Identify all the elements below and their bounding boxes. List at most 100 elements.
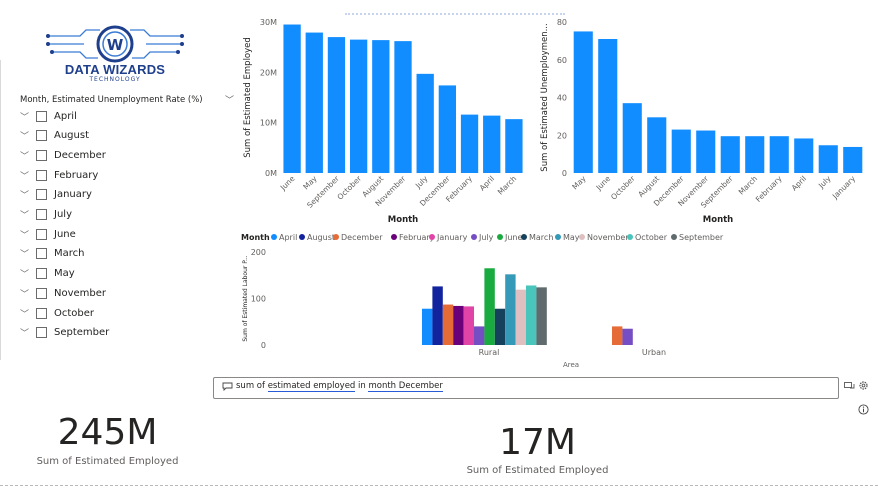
expand-chevron-icon[interactable]: ﹀ [20, 289, 30, 300]
expand-chevron-icon[interactable]: ﹀ [20, 250, 30, 261]
bar-april[interactable] [794, 138, 814, 173]
qa-input[interactable]: sum of estimated employed in month Decem… [213, 377, 839, 399]
bar-february[interactable] [460, 114, 479, 173]
info-icon[interactable] [858, 404, 869, 415]
bar-may[interactable] [305, 32, 323, 173]
bar-june[interactable] [283, 24, 301, 174]
qa-share-icon[interactable] [844, 381, 855, 391]
y-tick-label: 0M [265, 169, 277, 178]
slicer-checkbox[interactable] [36, 268, 47, 280]
bar-october[interactable] [622, 103, 642, 173]
expand-chevron-icon[interactable]: ﹀ [20, 270, 30, 281]
slicer-checkbox[interactable] [36, 189, 47, 201]
bar-rural-march[interactable] [494, 308, 506, 345]
bar-rural-august[interactable] [432, 286, 443, 345]
slicer-checkbox[interactable] [36, 307, 47, 319]
bar-rural-september[interactable] [536, 287, 547, 345]
bar-january[interactable] [843, 146, 863, 173]
slicer-checkbox[interactable] [36, 110, 47, 122]
slicer-checkbox[interactable] [36, 149, 47, 161]
chart-labour-participation-by-area[interactable]: Month April August December February January J… [238, 228, 738, 373]
slicer-item-label: January [54, 189, 92, 201]
bar-march[interactable] [505, 119, 523, 173]
bar-november[interactable] [696, 130, 716, 173]
expand-chevron-icon[interactable]: ﹀ [20, 112, 30, 123]
bar-july[interactable] [416, 73, 434, 173]
slicer-checkbox[interactable] [36, 248, 47, 260]
slicer-item-june[interactable]: ﹀ June [20, 225, 220, 243]
expand-chevron-icon[interactable]: ﹀ [20, 329, 30, 340]
expand-chevron-icon[interactable]: ﹀ [20, 132, 30, 143]
bar-february[interactable] [769, 136, 789, 173]
bar-october[interactable] [349, 39, 368, 173]
slicer-item-october[interactable]: ﹀ October [20, 304, 220, 322]
bar-rural-january[interactable] [463, 306, 474, 345]
expand-chevron-icon[interactable]: ﹀ [20, 309, 30, 320]
bar-rural-april[interactable] [422, 308, 433, 345]
bar-september[interactable] [720, 136, 740, 173]
bar-july[interactable] [818, 145, 838, 173]
bar-may[interactable] [573, 31, 593, 173]
slicer-item-july[interactable]: ﹀ July [20, 206, 220, 224]
legend-item-december[interactable]: December [341, 233, 383, 242]
bar-rural-february[interactable] [453, 305, 464, 345]
bar-urban-december[interactable] [612, 326, 623, 345]
legend-item-march[interactable]: March [529, 233, 553, 242]
legend-item-may[interactable]: May [563, 233, 580, 242]
legend-item-january[interactable]: January [436, 233, 468, 242]
slicer-item-january[interactable]: ﹀ January [20, 186, 220, 204]
slicer-item-december[interactable]: ﹀ December [20, 146, 220, 164]
bar-august[interactable] [647, 117, 667, 173]
bar-urban-july[interactable] [622, 328, 633, 345]
bar-september[interactable] [327, 37, 346, 173]
slicer-checkbox[interactable] [36, 327, 47, 339]
bar-rural-july[interactable] [474, 326, 485, 345]
bar-august[interactable] [372, 40, 390, 174]
legend-item-february[interactable]: February [399, 233, 435, 242]
slicer-checkbox[interactable] [36, 287, 47, 299]
bar-rural-may[interactable] [505, 274, 516, 345]
slicer-checkbox[interactable] [36, 169, 47, 181]
slicer-item-september[interactable]: ﹀ September [20, 324, 220, 342]
slicer-item-may[interactable]: ﹀ May [20, 265, 220, 283]
expand-chevron-icon[interactable]: ﹀ [20, 171, 30, 182]
bar-june[interactable] [598, 38, 618, 173]
slicer-item-august[interactable]: ﹀ August [20, 127, 220, 145]
legend-item-june[interactable]: June [504, 233, 523, 242]
bar-rural-december[interactable] [442, 304, 454, 345]
bar-march[interactable] [745, 136, 765, 173]
slicer-checkbox[interactable] [36, 209, 47, 220]
legend-item-august[interactable]: August [307, 233, 335, 242]
bar-december[interactable] [671, 129, 691, 173]
slicer-item-february[interactable]: ﹀ February [20, 166, 220, 184]
legend-marker [521, 234, 527, 240]
bar-rural-november[interactable] [515, 289, 526, 345]
bar-rural-june[interactable] [484, 268, 495, 345]
legend-item-september[interactable]: September [679, 233, 724, 242]
bar-december[interactable] [438, 85, 457, 173]
legend-item-july[interactable]: July [478, 233, 494, 242]
x-tick-label: Rural [479, 348, 500, 357]
expand-chevron-icon[interactable]: ﹀ [20, 230, 30, 241]
bar-april[interactable] [483, 115, 501, 173]
legend-item-october[interactable]: October [635, 233, 668, 242]
chart-estimated-unemployment[interactable]: 0 20 40 60 80 Sum of Estimated Unemploymen...… [535, 14, 870, 229]
slicer-item-november[interactable]: ﹀ November [20, 284, 220, 302]
bar-november[interactable] [394, 41, 412, 174]
legend-item-november[interactable]: November [587, 233, 629, 242]
slicer-item-april[interactable]: ﹀ April [20, 107, 220, 125]
chart-estimated-employed[interactable]: 0M 10M 20M 30M Sum of Estimated Employed June… [238, 14, 538, 229]
expand-chevron-icon[interactable]: ﹀ [20, 151, 30, 162]
legend-item-april[interactable]: April [279, 233, 297, 242]
slicer-item-march[interactable]: ﹀ March [20, 245, 220, 263]
expand-chevron-icon[interactable]: ﹀ [20, 211, 30, 221]
legend-marker [471, 234, 477, 240]
legend-marker [271, 234, 277, 240]
qa-settings-gear-icon[interactable] [858, 380, 869, 391]
slicer-checkbox[interactable] [36, 228, 47, 240]
slicer-item-label: September [54, 327, 110, 339]
slicer-checkbox[interactable] [36, 130, 47, 142]
slicer-collapse-icon[interactable]: ﹀ [225, 96, 235, 106]
expand-chevron-icon[interactable]: ﹀ [20, 191, 30, 202]
bar-rural-october[interactable] [526, 285, 537, 345]
